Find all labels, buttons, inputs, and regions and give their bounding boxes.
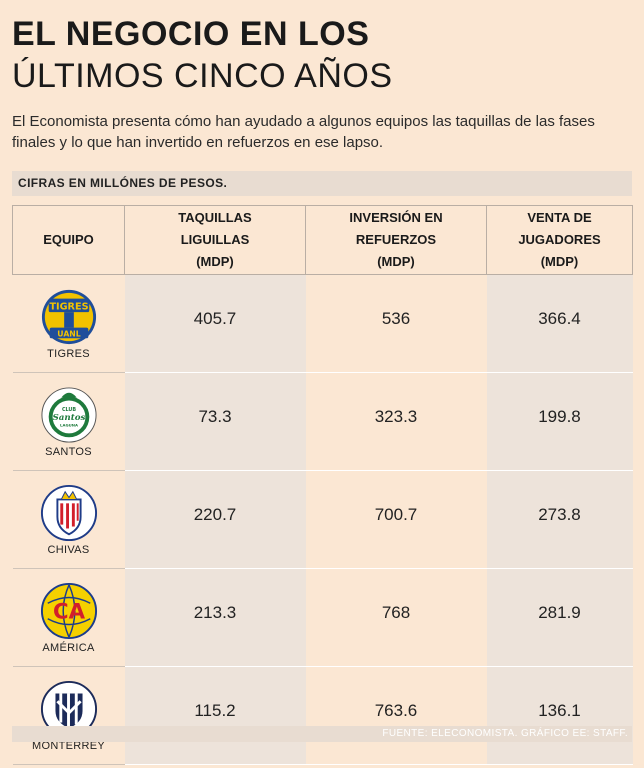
team-cell-chivas: CHIVAS xyxy=(12,470,125,569)
cell-monterrey-venta: 136.1 xyxy=(486,666,633,765)
team-cell-tigres: TIGRES UANL TIGRES xyxy=(12,274,125,373)
units-strip: CIFRAS EN MILLÓNES DE PESOS. xyxy=(12,171,632,196)
team-name-santos: SANTOS xyxy=(45,445,92,458)
cell-tigres-venta: 366.4 xyxy=(486,274,633,373)
cell-monterrey-taquillas: 115.2 xyxy=(124,666,306,765)
header-inversion-line3: (MDP) xyxy=(377,254,415,269)
team-name-chivas: CHIVAS xyxy=(47,543,90,556)
title-line-2: ÚLTIMOS CINCO AÑOS xyxy=(12,57,393,95)
header-taquillas-line2: LIGUILLAS xyxy=(180,232,250,247)
cell-chivas-taquillas: 220.7 xyxy=(124,470,306,569)
santos-logo-bottom-text: LAGUNA xyxy=(60,422,78,427)
header-taquillas: TAQUILLAS LIGUILLAS (MDP) xyxy=(124,205,306,275)
table-row-america: CA AMÉRICA 213.3 768 281.9 xyxy=(12,568,633,667)
america-logo-text: CA xyxy=(52,599,85,624)
cell-santos-venta: 199.8 xyxy=(486,372,633,471)
tigres-logo-top-text: TIGRES xyxy=(49,301,88,312)
source-strip: FUENTE: ELECONOMISTA. GRÁFICO EE: STAFF. xyxy=(12,726,632,742)
tigres-logo-icon: TIGRES UANL xyxy=(41,289,96,344)
america-logo-icon: CA xyxy=(40,582,97,639)
table-row-santos: CLUB Santos LAGUNA SANTOS 73.3 323.3 199… xyxy=(12,372,633,471)
cell-america-inversion: 768 xyxy=(305,568,487,667)
table-row-tigres: TIGRES UANL TIGRES 405.7 536 366.4 xyxy=(12,274,633,373)
source-label: FUENTE: ELECONOMISTA. GRÁFICO EE: STAFF. xyxy=(382,728,628,739)
monterrey-logo-icon xyxy=(40,680,97,737)
cell-santos-inversion: 323.3 xyxy=(305,372,487,471)
table-row-chivas: CHIVAS 220.7 700.7 273.8 xyxy=(12,470,633,569)
cell-tigres-inversion: 536 xyxy=(305,274,487,373)
header-inversion-line2: REFUERZOS xyxy=(355,232,437,247)
units-label: CIFRAS EN MILLÓNES DE PESOS. xyxy=(18,176,228,190)
table-row-monterrey: MONTERREY 115.2 763.6 136.1 xyxy=(12,666,633,765)
header-venta: VENTA DE JUGADORES (MDP) xyxy=(486,205,633,275)
cell-chivas-inversion: 700.7 xyxy=(305,470,487,569)
team-cell-america: CA AMÉRICA xyxy=(12,568,125,667)
header-equipo-line1: EQUIPO xyxy=(43,232,94,247)
header-inversion: INVERSIÓN EN REFUERZOS (MDP) xyxy=(305,205,487,275)
title-line-1: EL NEGOCIO EN LOS xyxy=(12,15,370,53)
header-taquillas-line3: (MDP) xyxy=(196,254,234,269)
team-cell-santos: CLUB Santos LAGUNA SANTOS xyxy=(12,372,125,471)
header-venta-line2: JUGADORES xyxy=(518,232,601,247)
header-venta-line1: VENTA DE xyxy=(527,210,592,225)
cell-tigres-taquillas: 405.7 xyxy=(124,274,306,373)
header-inversion-line1: INVERSIÓN EN xyxy=(349,210,443,225)
team-cell-monterrey: MONTERREY xyxy=(12,666,125,765)
data-table: EQUIPO TAQUILLAS LIGUILLAS (MDP) INVERSI… xyxy=(12,205,633,765)
team-name-monterrey: MONTERREY xyxy=(32,739,105,752)
subtitle: El Economista presenta cómo han ayudado … xyxy=(12,113,595,151)
cell-chivas-venta: 273.8 xyxy=(486,470,633,569)
header-taquillas-line1: TAQUILLAS xyxy=(178,210,252,225)
header-row: EQUIPO TAQUILLAS LIGUILLAS (MDP) INVERSI… xyxy=(12,205,633,275)
santos-logo-top-text: CLUB xyxy=(61,407,75,413)
chivas-logo-icon xyxy=(40,484,97,541)
header-equipo: EQUIPO xyxy=(12,205,125,275)
cell-monterrey-inversion: 763.6 xyxy=(305,666,487,765)
cell-america-venta: 281.9 xyxy=(486,568,633,667)
team-name-tigres: TIGRES xyxy=(47,347,90,360)
team-name-america: AMÉRICA xyxy=(42,641,95,654)
cell-america-taquillas: 213.3 xyxy=(124,568,306,667)
santos-logo-icon: CLUB Santos LAGUNA xyxy=(40,386,97,443)
tigres-logo-bottom-text: UANL xyxy=(57,329,80,338)
santos-logo-mid-text: Santos xyxy=(52,412,85,422)
cell-santos-taquillas: 73.3 xyxy=(124,372,306,471)
header-venta-line3: (MDP) xyxy=(540,254,579,269)
